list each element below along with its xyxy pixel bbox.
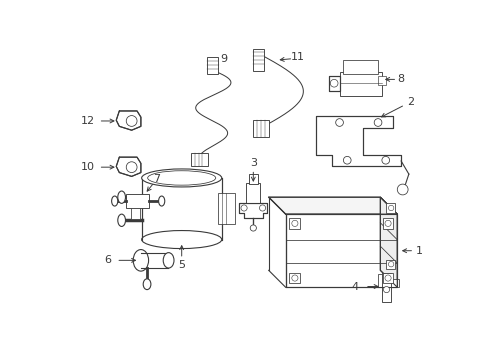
- Bar: [385, 260, 394, 269]
- Circle shape: [241, 205, 246, 211]
- Circle shape: [259, 205, 265, 211]
- Text: 11: 11: [290, 52, 305, 62]
- Text: 7: 7: [153, 174, 160, 184]
- Polygon shape: [380, 197, 396, 287]
- Ellipse shape: [118, 191, 125, 203]
- Circle shape: [387, 261, 393, 267]
- Circle shape: [329, 80, 337, 87]
- Circle shape: [381, 156, 389, 164]
- Bar: [141, 253, 167, 268]
- Circle shape: [373, 119, 381, 126]
- Bar: [382, 273, 393, 283]
- Bar: [377, 274, 381, 287]
- Text: 5: 5: [178, 260, 185, 270]
- Bar: [382, 218, 393, 229]
- Text: 3: 3: [249, 158, 256, 168]
- Ellipse shape: [147, 171, 215, 185]
- Bar: [253, 49, 264, 71]
- Polygon shape: [116, 157, 141, 176]
- Bar: [218, 193, 234, 224]
- Circle shape: [291, 275, 297, 281]
- Ellipse shape: [133, 249, 148, 271]
- Bar: [289, 273, 300, 283]
- Text: 8: 8: [397, 75, 404, 84]
- Ellipse shape: [111, 196, 118, 206]
- Polygon shape: [316, 116, 400, 166]
- Polygon shape: [285, 214, 396, 287]
- Polygon shape: [268, 197, 396, 214]
- Circle shape: [396, 184, 407, 195]
- Circle shape: [387, 205, 393, 211]
- Text: 6: 6: [104, 255, 111, 265]
- Bar: [126, 194, 149, 208]
- Circle shape: [126, 162, 137, 172]
- Text: 12: 12: [81, 116, 95, 126]
- Bar: [207, 57, 218, 74]
- Text: 10: 10: [81, 162, 95, 172]
- Circle shape: [384, 220, 390, 226]
- Text: 1: 1: [414, 246, 422, 256]
- Circle shape: [250, 225, 256, 231]
- Ellipse shape: [142, 230, 221, 248]
- Circle shape: [291, 220, 297, 226]
- Bar: [339, 72, 381, 96]
- Text: 9: 9: [220, 54, 227, 64]
- Bar: [246, 183, 260, 203]
- Bar: [343, 60, 377, 74]
- Polygon shape: [239, 203, 266, 218]
- Circle shape: [383, 287, 389, 293]
- Ellipse shape: [158, 196, 164, 206]
- Text: 2: 2: [406, 97, 413, 107]
- Text: 4: 4: [351, 282, 358, 292]
- Ellipse shape: [142, 169, 221, 187]
- Bar: [381, 273, 390, 302]
- Bar: [377, 76, 385, 85]
- Circle shape: [335, 119, 343, 126]
- Circle shape: [343, 156, 350, 164]
- Ellipse shape: [163, 253, 174, 268]
- Bar: [131, 208, 140, 219]
- Polygon shape: [116, 111, 141, 130]
- Polygon shape: [328, 76, 339, 91]
- Circle shape: [384, 275, 390, 281]
- Circle shape: [126, 116, 137, 126]
- Bar: [253, 120, 268, 137]
- Bar: [289, 218, 300, 229]
- Bar: [190, 153, 207, 166]
- Polygon shape: [142, 178, 221, 239]
- Bar: [385, 203, 394, 213]
- Bar: [390, 279, 398, 287]
- Bar: [248, 174, 257, 184]
- Ellipse shape: [143, 279, 151, 289]
- Ellipse shape: [118, 214, 125, 226]
